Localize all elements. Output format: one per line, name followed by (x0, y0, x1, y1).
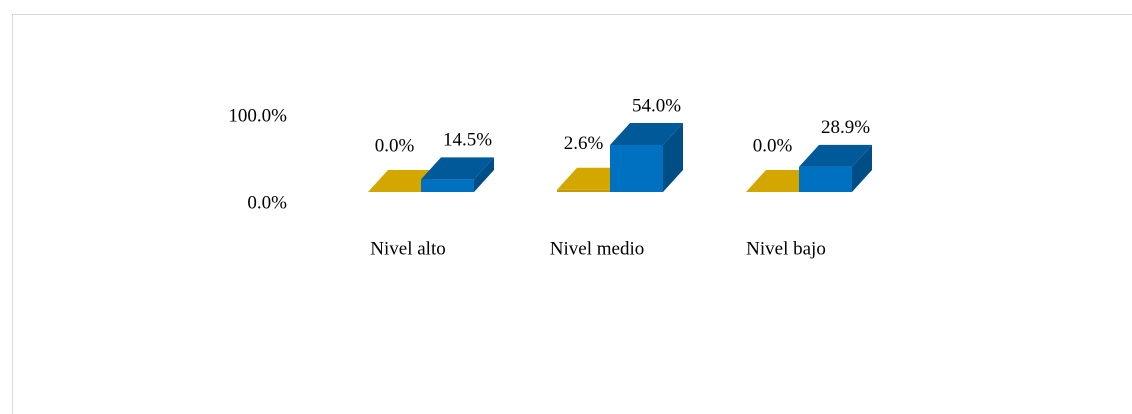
bar-front (799, 166, 852, 192)
bar-front (557, 189, 610, 192)
bar-side (474, 157, 494, 192)
y-tick-label: 0.0% (247, 192, 287, 213)
x-tick-label: Nivel medio (550, 238, 644, 259)
data-label: 0.0% (375, 135, 415, 156)
data-label: 2.6% (564, 133, 604, 154)
bar-front (421, 179, 474, 192)
bar-top (799, 144, 872, 167)
data-label: 54.0% (632, 95, 681, 116)
data-label: 14.5% (443, 130, 492, 151)
bar-side (663, 123, 683, 192)
bar-top (610, 123, 683, 146)
bar (799, 144, 872, 192)
y-tick-label: 100.0% (228, 105, 287, 126)
bar-side (852, 144, 872, 192)
bar-top (421, 157, 494, 180)
x-tick-label: Nivel alto (370, 238, 445, 259)
bar (610, 123, 683, 192)
x-tick-label: Nivel bajo (746, 238, 826, 259)
data-label: 0.0% (753, 135, 793, 156)
bar-front (610, 145, 663, 192)
chart-frame (12, 14, 1132, 414)
bar (421, 157, 494, 192)
data-label: 28.9% (821, 117, 870, 138)
